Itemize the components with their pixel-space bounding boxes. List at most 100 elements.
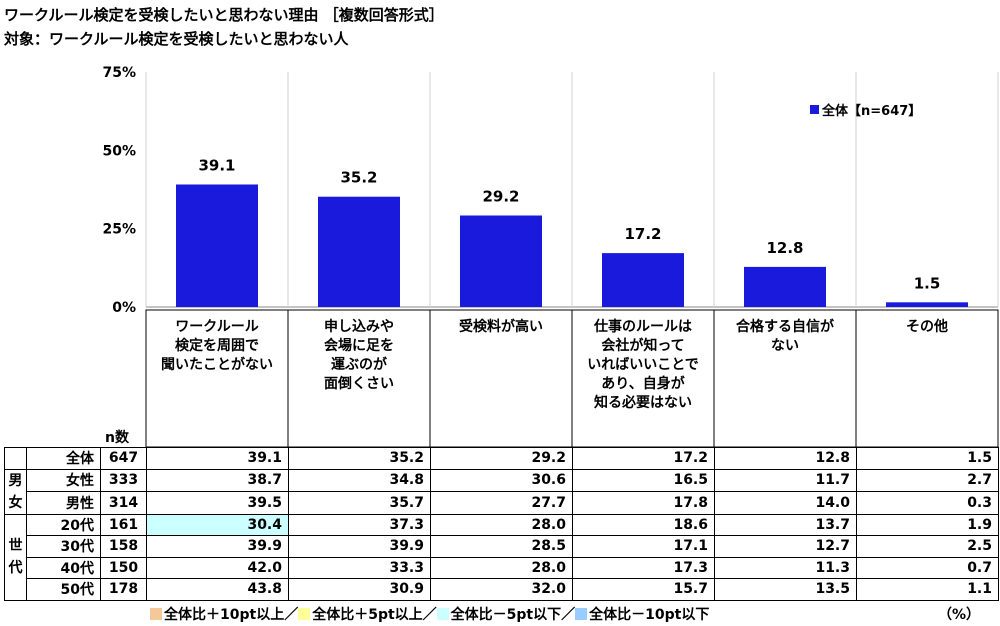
- table-cell: 13.7: [714, 513, 857, 536]
- n-header: n数: [105, 430, 129, 446]
- bar: [602, 253, 684, 307]
- row-n: 333: [100, 468, 147, 492]
- legend: 全体【n=647】: [810, 100, 921, 119]
- table-cell: 27.7: [430, 491, 573, 515]
- bar-value-label: 12.8: [766, 239, 803, 257]
- table-cell: 12.7: [714, 535, 857, 558]
- table-cell: 17.2: [572, 447, 715, 470]
- bar-value-label: 17.2: [624, 225, 661, 243]
- table-cell: 17.8: [572, 491, 715, 515]
- table-cell: 12.8: [714, 447, 857, 470]
- category-label-line: 面倒くさい: [324, 376, 394, 392]
- table-row: 全体 647 39.1 35.2 29.2 17.2 12.8 1.5: [4, 447, 999, 470]
- table-cell: 28.0: [430, 513, 573, 536]
- color-legend: 全体比＋10pt以上／ 全体比＋5pt以上／ 全体比－5pt以下／ 全体比－10pt以…: [150, 604, 709, 624]
- plus5-swatch: [298, 608, 311, 620]
- table-cell: 14.0: [714, 491, 857, 515]
- footer-item: 全体比－10pt以下: [589, 607, 710, 623]
- legend-label: 全体【n=647】: [822, 104, 922, 119]
- table-cell: 16.5: [572, 468, 715, 492]
- category-label-line: 運ぶのが: [331, 357, 387, 373]
- category-label: その他: [856, 318, 998, 337]
- table-cell: 34.8: [288, 468, 431, 492]
- table-cell: 11.7: [714, 468, 857, 492]
- table-row: 30代 158 39.9 39.9 28.5 17.1 12.7 2.5: [5, 535, 999, 558]
- legend-swatch: [810, 105, 819, 114]
- table-cell: 17.1: [572, 535, 715, 558]
- table-row: 男女女性 333 38.7 34.8 30.6 16.5 11.7 2.7: [4, 468, 999, 515]
- bar-value-label: 39.1: [198, 156, 235, 174]
- category-label-line: 検定を周囲で: [175, 338, 259, 354]
- group-label: 世代: [4, 513, 27, 601]
- row-label: 全体: [26, 447, 101, 470]
- table-row: 男性 314 39.5 35.7 27.7 17.8 14.0 0.3: [5, 491, 999, 515]
- category-label-line: 合格する自信が: [736, 319, 834, 335]
- table-cell: 32.0: [430, 578, 573, 601]
- bar: [886, 302, 968, 307]
- group-label: [4, 447, 27, 470]
- table-cell: 2.7: [856, 468, 999, 492]
- table-cell: 35.7: [288, 491, 431, 515]
- category-label-line: 聞いたことがない: [161, 357, 273, 373]
- category-label: 合格する自信が ない: [714, 318, 856, 356]
- y-tick-label: 25%: [102, 222, 136, 238]
- table-cell: 0.7: [856, 556, 999, 579]
- category-label: 受検料が高い: [430, 318, 572, 337]
- category-label: 申し込みや会場に足を運ぶのが面倒くさい: [288, 318, 430, 394]
- table-cell: 39.9: [146, 535, 289, 558]
- row-n: 161: [100, 513, 147, 536]
- category-label-line: 会場に足を: [324, 338, 394, 354]
- category-label-line: 仕事のルールは: [594, 319, 692, 335]
- table-cell: 15.7: [572, 578, 715, 601]
- table-cell: 2.5: [856, 535, 999, 558]
- bar: [744, 266, 826, 307]
- category-label-line: ない: [771, 338, 799, 354]
- table-row: 世代 20代 161 30.4 37.3 28.0 18.6 13.7 1.9: [4, 513, 999, 601]
- row-n: 647: [100, 447, 147, 470]
- category-label-line: あり、自身が: [601, 376, 685, 392]
- bar: [318, 196, 400, 307]
- table-cell: 0.3: [856, 491, 999, 515]
- table-row: 50代 178 43.8 30.9 32.0 15.7 13.5 1.1: [5, 578, 999, 601]
- y-tick-label: 75%: [102, 65, 136, 81]
- table-cell: 11.3: [714, 556, 857, 579]
- category-label-line: その他: [906, 319, 948, 335]
- row-n: 158: [100, 535, 147, 558]
- footer-item: 全体比＋10pt以上／: [164, 607, 299, 623]
- table-cell: 39.9: [288, 535, 431, 558]
- row-label: 50代: [26, 578, 101, 601]
- category-label-line: ワークルール: [175, 319, 259, 335]
- table-cell: 28.5: [430, 535, 573, 558]
- row-n: 314: [100, 491, 147, 515]
- table-cell: 1.1: [856, 578, 999, 601]
- footer-item: 全体比－5pt以下／: [450, 607, 576, 623]
- row-n: 150: [100, 556, 147, 579]
- row-label: 20代: [26, 513, 101, 536]
- table-cell: 33.3: [288, 556, 431, 579]
- unit-label: （%）: [938, 607, 981, 623]
- table-cell: 30.9: [288, 578, 431, 601]
- category-label-line: 申し込みや: [324, 319, 394, 335]
- table-cell: 18.6: [572, 513, 715, 536]
- table-cell: 38.7: [146, 468, 289, 492]
- group-label: 男女: [4, 468, 27, 515]
- table-cell: 39.1: [146, 447, 289, 470]
- plus10-swatch: [150, 608, 162, 620]
- table-cell: 39.5: [146, 491, 289, 515]
- bar-value-label: 29.2: [482, 188, 519, 206]
- table-cell: 43.8: [146, 578, 289, 601]
- table-cell: 1.5: [856, 447, 999, 470]
- footer-item: 全体比＋5pt以上／: [312, 607, 437, 623]
- table-cell: 28.0: [430, 556, 573, 579]
- table-cell: 35.2: [288, 447, 431, 470]
- table-cell: 37.3: [288, 513, 431, 536]
- table-cell: 1.9: [856, 513, 999, 536]
- category-label-line: 受検料が高い: [459, 319, 543, 335]
- category-label-line: 知る必要はない: [594, 395, 692, 411]
- table-cell: 13.5: [714, 578, 857, 601]
- category-label-line: いればいいことで: [587, 357, 699, 373]
- row-label: 男性: [26, 491, 101, 515]
- category-label: ワークルール 検定を周囲で 聞いたことがない: [146, 318, 288, 375]
- row-label: 女性: [26, 468, 101, 492]
